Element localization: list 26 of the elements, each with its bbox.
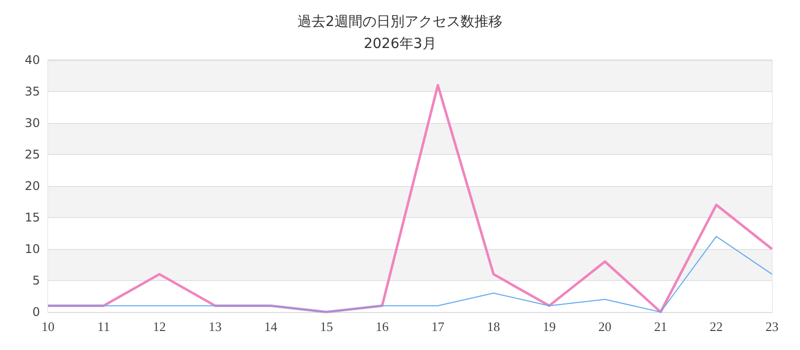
line-series [48, 236, 772, 312]
y-tick-label: 25 [24, 148, 40, 162]
x-tick-label: 12 [152, 319, 166, 334]
x-tick-label: 21 [654, 319, 668, 334]
x-tick-label: 17 [431, 319, 445, 334]
x-tick-label: 14 [264, 319, 278, 334]
y-tick-label: 5 [32, 274, 40, 288]
x-tick-label: 20 [598, 319, 612, 334]
y-tick-label: 10 [24, 242, 40, 256]
y-tick-label: 40 [24, 53, 40, 67]
x-tick-label: 15 [320, 319, 333, 334]
y-tick-label: 0 [32, 305, 40, 319]
x-tick-label: 23 [766, 319, 778, 334]
y-tick-label: 30 [24, 116, 40, 130]
y-tick-label: 35 [24, 84, 40, 98]
x-tick-label: 11 [97, 319, 110, 334]
chart-title: 過去2週間の日別アクセス数推移 [298, 14, 502, 30]
y-tick-label: 20 [24, 179, 40, 193]
x-tick-label: 19 [542, 319, 556, 334]
x-tick-label: 13 [208, 319, 222, 334]
x-tick-label: 10 [42, 319, 54, 334]
y-tick-label: 15 [24, 210, 40, 224]
chart-subtitle: 2026年3月 [364, 36, 436, 52]
x-tick-label: 22 [710, 319, 723, 334]
x-tick-label: 16 [376, 319, 390, 334]
x-tick-label: 18 [487, 319, 500, 334]
